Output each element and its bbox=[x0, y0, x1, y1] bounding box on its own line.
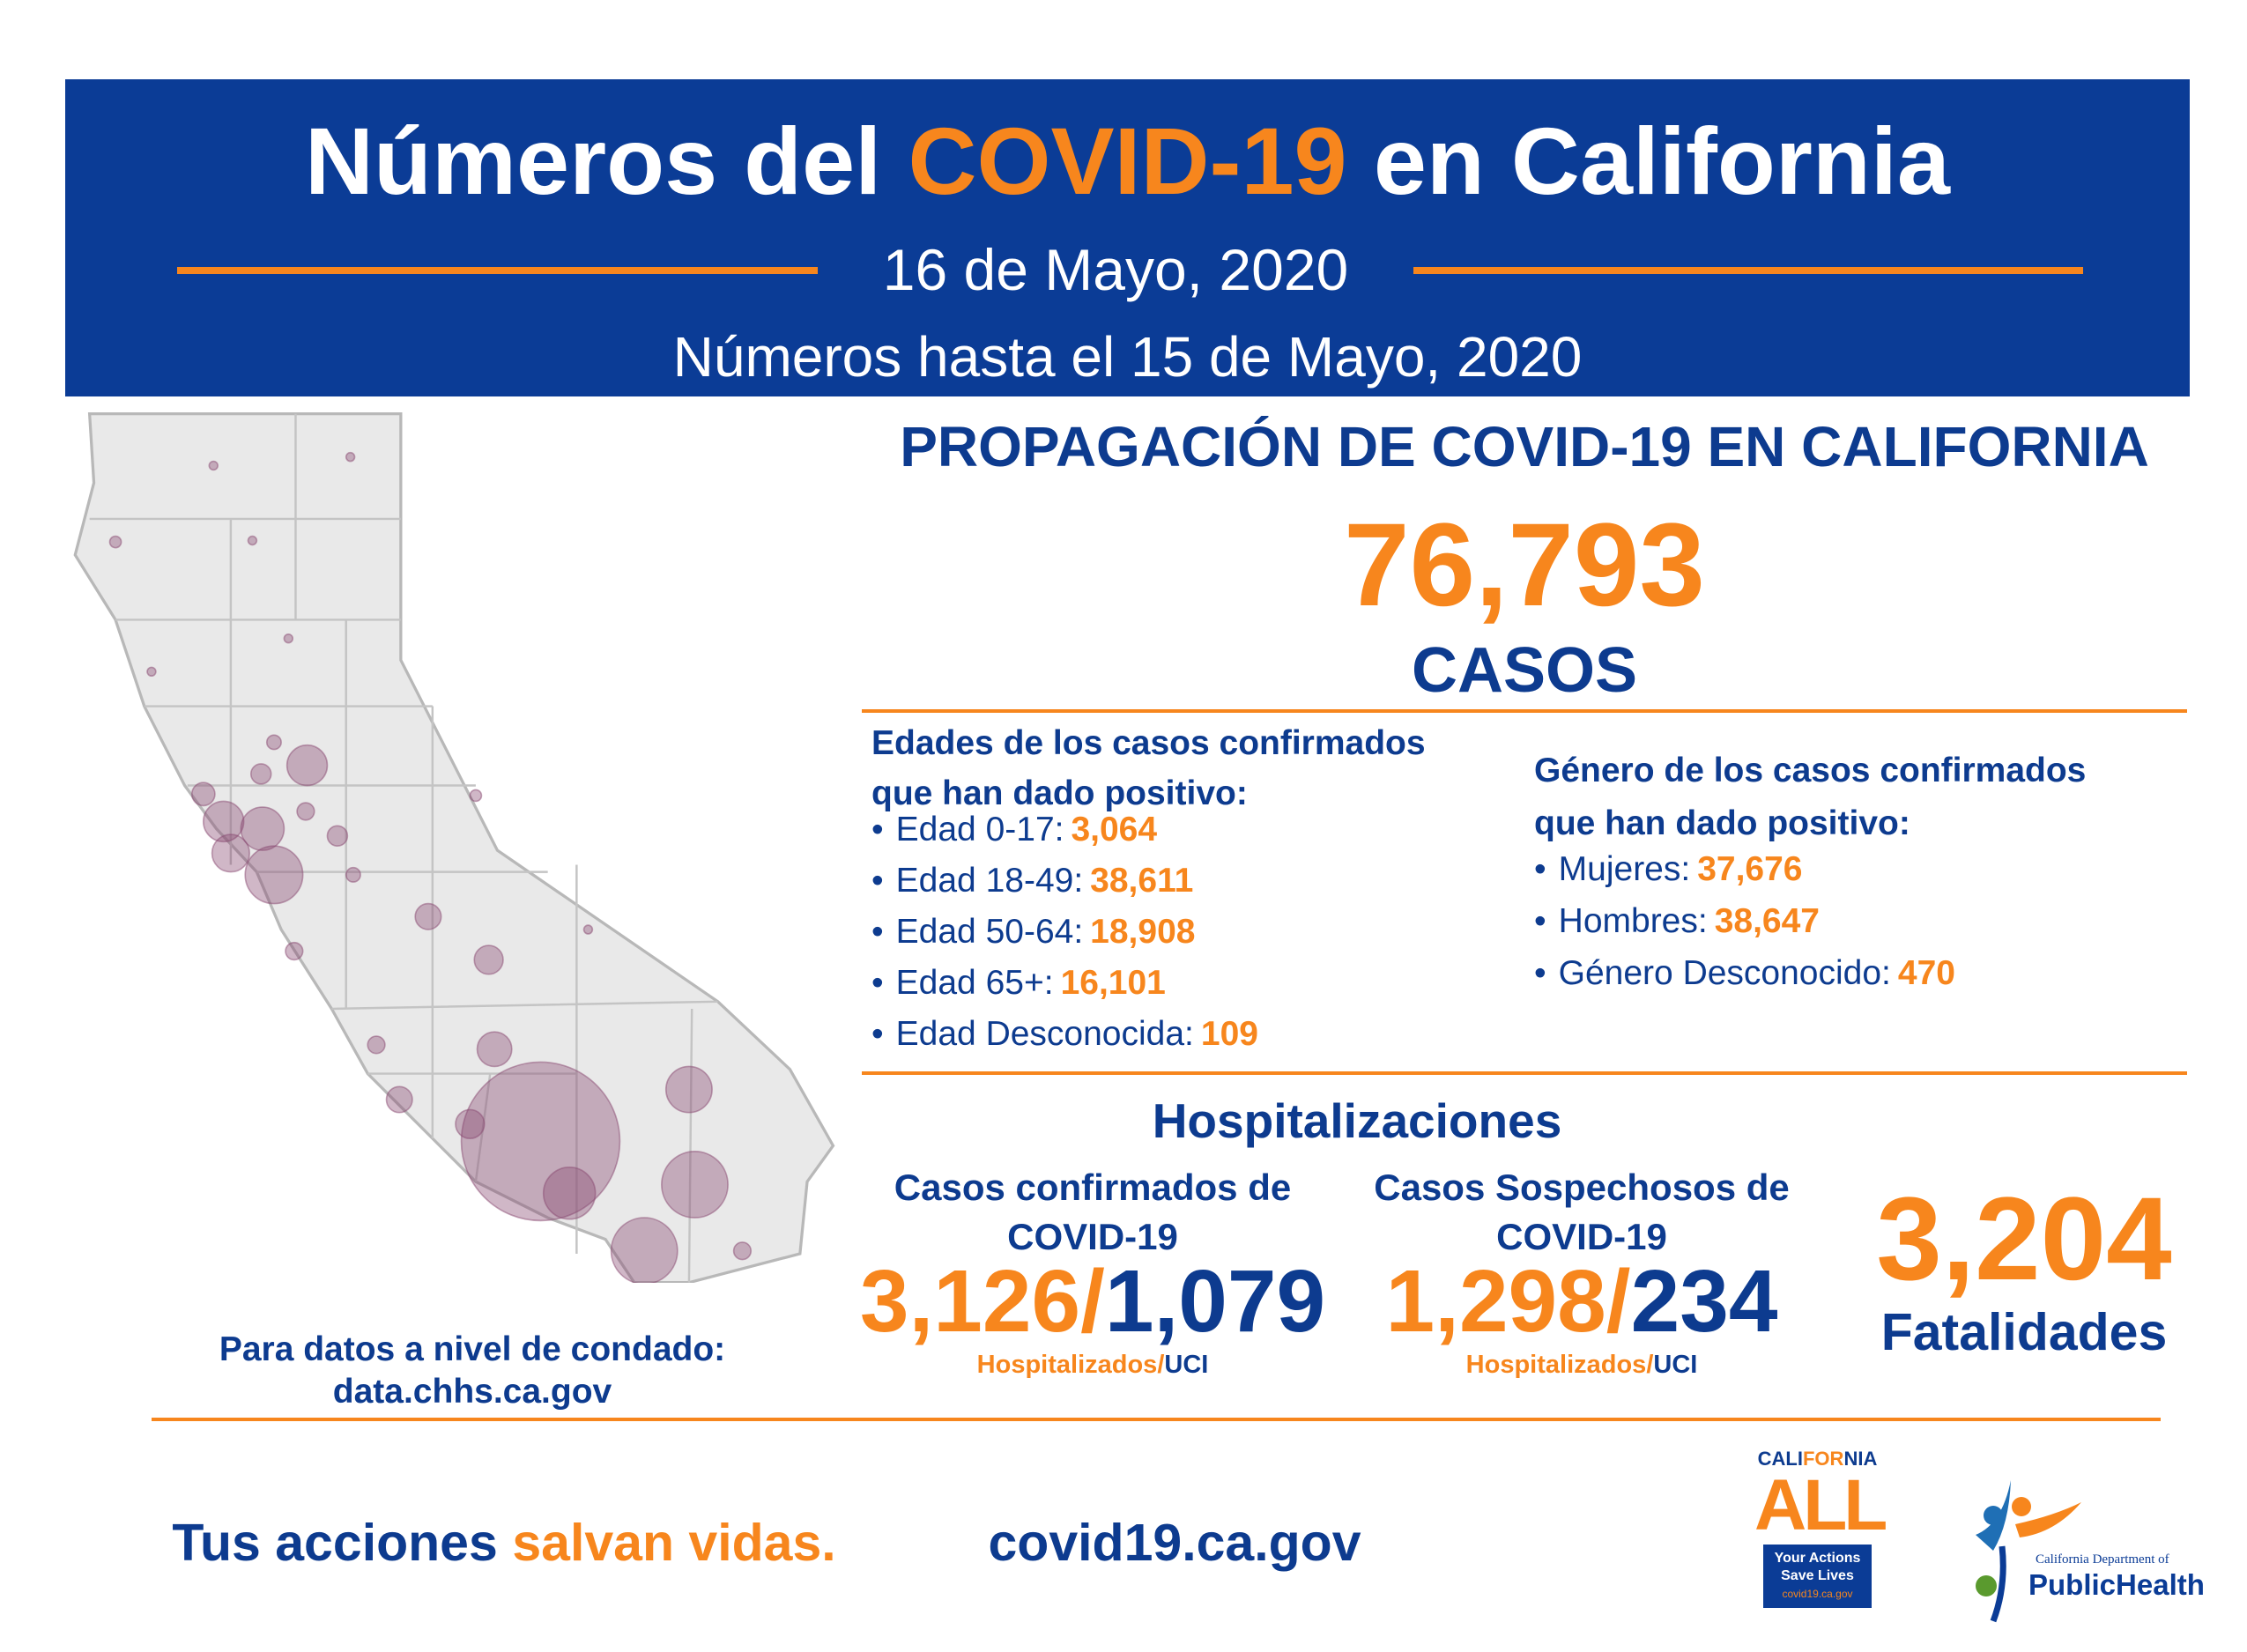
footer-url: covid19.ca.gov bbox=[988, 1514, 1361, 1572]
item-label: Hombres: bbox=[1558, 902, 1708, 940]
slogan-text: Tus acciones bbox=[172, 1514, 498, 1572]
suspected-numbers: 1,298/234 bbox=[1273, 1251, 1890, 1352]
logo-box-text: Save Lives bbox=[1781, 1568, 1854, 1583]
hospitalized-value: 3,126 bbox=[859, 1252, 1081, 1351]
ages-heading: Edades de los casos confirmados que han … bbox=[871, 718, 1426, 819]
heading-line: Casos Sospechosos de bbox=[1374, 1167, 1790, 1208]
icu-value: 234 bbox=[1630, 1252, 1778, 1351]
county-url: data.chhs.ca.gov bbox=[332, 1373, 612, 1411]
logo-top: CALIFORNIA bbox=[1754, 1448, 1880, 1471]
logo-text: CALI bbox=[1757, 1448, 1803, 1470]
heading-line: COVID-19 bbox=[1496, 1216, 1667, 1257]
heading-line: que han dado positivo: bbox=[871, 774, 1248, 812]
logo-big: ALL bbox=[1754, 1465, 1887, 1545]
divider bbox=[152, 1418, 2161, 1421]
gender-heading: Género de los casos confirmados que han … bbox=[1534, 745, 2086, 850]
item-value: 37,676 bbox=[1697, 850, 1803, 888]
california-map bbox=[73, 411, 835, 1283]
divider bbox=[862, 709, 2187, 713]
fatalities-label: Fatalidades bbox=[1880, 1303, 2168, 1361]
list-item: Edad 50-64:18,908 bbox=[871, 913, 1196, 952]
county-lines bbox=[89, 413, 718, 1283]
item-label: Género Desconocido: bbox=[1558, 954, 1891, 992]
header-rule bbox=[177, 267, 818, 274]
item-value: 16,101 bbox=[1060, 964, 1166, 1002]
icu-label: UCI bbox=[1164, 1351, 1209, 1379]
list-item: Edad 0-17:3,064 bbox=[871, 811, 1157, 849]
heading-line: Casos confirmados de bbox=[894, 1167, 1292, 1208]
california-all-logo: CALIFORNIA ALL Your Actions Save Lives c… bbox=[1754, 1448, 1887, 1624]
confirmed-heading: Casos confirmados de COVID-19 bbox=[828, 1163, 1357, 1262]
spread-title: PROPAGACIÓN DE COVID-19 EN CALIFORNIA bbox=[900, 415, 2149, 478]
state-outline bbox=[73, 411, 835, 1283]
header-rule bbox=[1413, 267, 2083, 274]
hospitalized-value: 1,298 bbox=[1385, 1252, 1606, 1351]
icu-value: 1,079 bbox=[1104, 1252, 1326, 1351]
header-title: Números del COVID-19 en California bbox=[65, 106, 2190, 216]
cdph-figure bbox=[1976, 1480, 2081, 1623]
item-value: 38,647 bbox=[1714, 902, 1820, 940]
list-item: Hombres:38,647 bbox=[1534, 902, 1820, 941]
logo-box-url: covid19.ca.gov bbox=[1782, 1588, 1853, 1600]
list-item: Edad Desconocida:109 bbox=[871, 1015, 1258, 1054]
fatalities-value: 3,204 bbox=[1876, 1174, 2172, 1305]
header-banner: Números del COVID-19 en California 16 de M… bbox=[65, 79, 2190, 396]
confirmed-numbers: 3,126/1,079 bbox=[784, 1251, 1401, 1352]
heading-line: Género de los casos confirmados bbox=[1534, 752, 2087, 789]
cdph-small: California Department of bbox=[2036, 1552, 2169, 1567]
divider bbox=[862, 1071, 2187, 1075]
item-label: Edad Desconocida: bbox=[895, 1015, 1194, 1053]
list-item: Género Desconocido:470 bbox=[1534, 954, 1955, 993]
case-bubbles bbox=[108, 451, 753, 1283]
cdph-logo: California Department of PublicHealth bbox=[1967, 1454, 2205, 1626]
slogan: Tus acciones salvan vidas. bbox=[152, 1513, 857, 1573]
item-value: 470 bbox=[1897, 954, 1955, 992]
total-cases-label: CASOS bbox=[1411, 635, 1638, 706]
hospitalized-label: Hospitalizados/ bbox=[1465, 1351, 1654, 1379]
suspected-heading: Casos Sospechosos de COVID-19 bbox=[1317, 1163, 1846, 1262]
title-highlight: COVID-19 bbox=[908, 107, 1347, 214]
logo-box: Your Actions Save Lives covid19.ca.gov bbox=[1763, 1545, 1872, 1608]
confirmed-legend: Hospitalizados/UCI bbox=[828, 1351, 1357, 1380]
item-label: Edad 65+: bbox=[895, 964, 1054, 1002]
item-label: Edad 0-17: bbox=[895, 811, 1064, 848]
hospitalized-label: Hospitalizados/ bbox=[976, 1351, 1165, 1379]
logo-box-text: Your Actions bbox=[1774, 1551, 1861, 1566]
county-note: Para datos a nivel de condado: data.chhs… bbox=[164, 1329, 781, 1413]
suspected-legend: Hospitalizados/UCI bbox=[1317, 1351, 1846, 1380]
title-text: Números del bbox=[305, 107, 882, 214]
logo-text: FOR bbox=[1802, 1448, 1844, 1470]
title-text: en California bbox=[1373, 107, 1950, 214]
cdph-text: Health bbox=[2116, 1568, 2205, 1601]
slogan-highlight: salvan vidas. bbox=[512, 1514, 836, 1572]
separator: / bbox=[1080, 1252, 1105, 1351]
header-date: 16 de Mayo, 2020 bbox=[882, 237, 1349, 302]
separator: / bbox=[1606, 1252, 1631, 1351]
list-item: Mujeres:37,676 bbox=[1534, 850, 1803, 889]
item-value: 18,908 bbox=[1090, 913, 1196, 951]
logo-text: NIA bbox=[1843, 1448, 1878, 1470]
item-label: Mujeres: bbox=[1558, 850, 1691, 888]
list-item: Edad 65+:16,101 bbox=[871, 964, 1166, 1003]
total-cases: 76,793 bbox=[1344, 500, 1705, 631]
cdph-big: PublicHealth bbox=[2028, 1568, 2205, 1602]
heading-line: que han dado positivo: bbox=[1534, 804, 1910, 842]
item-label: Edad 18-49: bbox=[895, 862, 1084, 900]
hospital-title: Hospitalizaciones bbox=[1152, 1093, 1562, 1148]
item-value: 38,611 bbox=[1090, 862, 1194, 900]
item-value: 109 bbox=[1200, 1015, 1258, 1053]
list-item: Edad 18-49:38,611 bbox=[871, 862, 1194, 900]
icu-label: UCI bbox=[1653, 1351, 1698, 1379]
heading-line: Edades de los casos confirmados bbox=[871, 724, 1426, 762]
item-label: Edad 50-64: bbox=[895, 913, 1084, 951]
heading-line: COVID-19 bbox=[1007, 1216, 1178, 1257]
county-text: Para datos a nivel de condado: bbox=[219, 1330, 726, 1368]
item-value: 3,064 bbox=[1071, 811, 1158, 848]
cdph-text: Public bbox=[2028, 1568, 2117, 1601]
header-as-of: Números hasta el 15 de Mayo, 2020 bbox=[672, 325, 1583, 389]
